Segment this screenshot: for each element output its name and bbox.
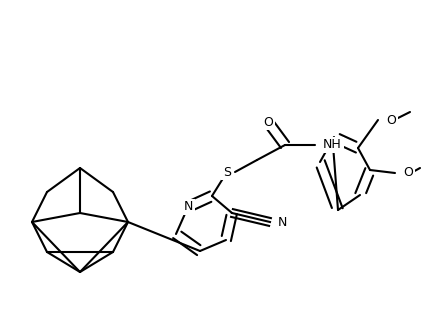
Text: O: O — [403, 166, 413, 180]
Text: O: O — [386, 113, 396, 127]
Text: N: N — [184, 201, 193, 214]
Text: N: N — [277, 215, 287, 229]
Text: NH: NH — [323, 138, 342, 151]
Text: S: S — [223, 165, 231, 178]
Text: O: O — [263, 116, 273, 128]
